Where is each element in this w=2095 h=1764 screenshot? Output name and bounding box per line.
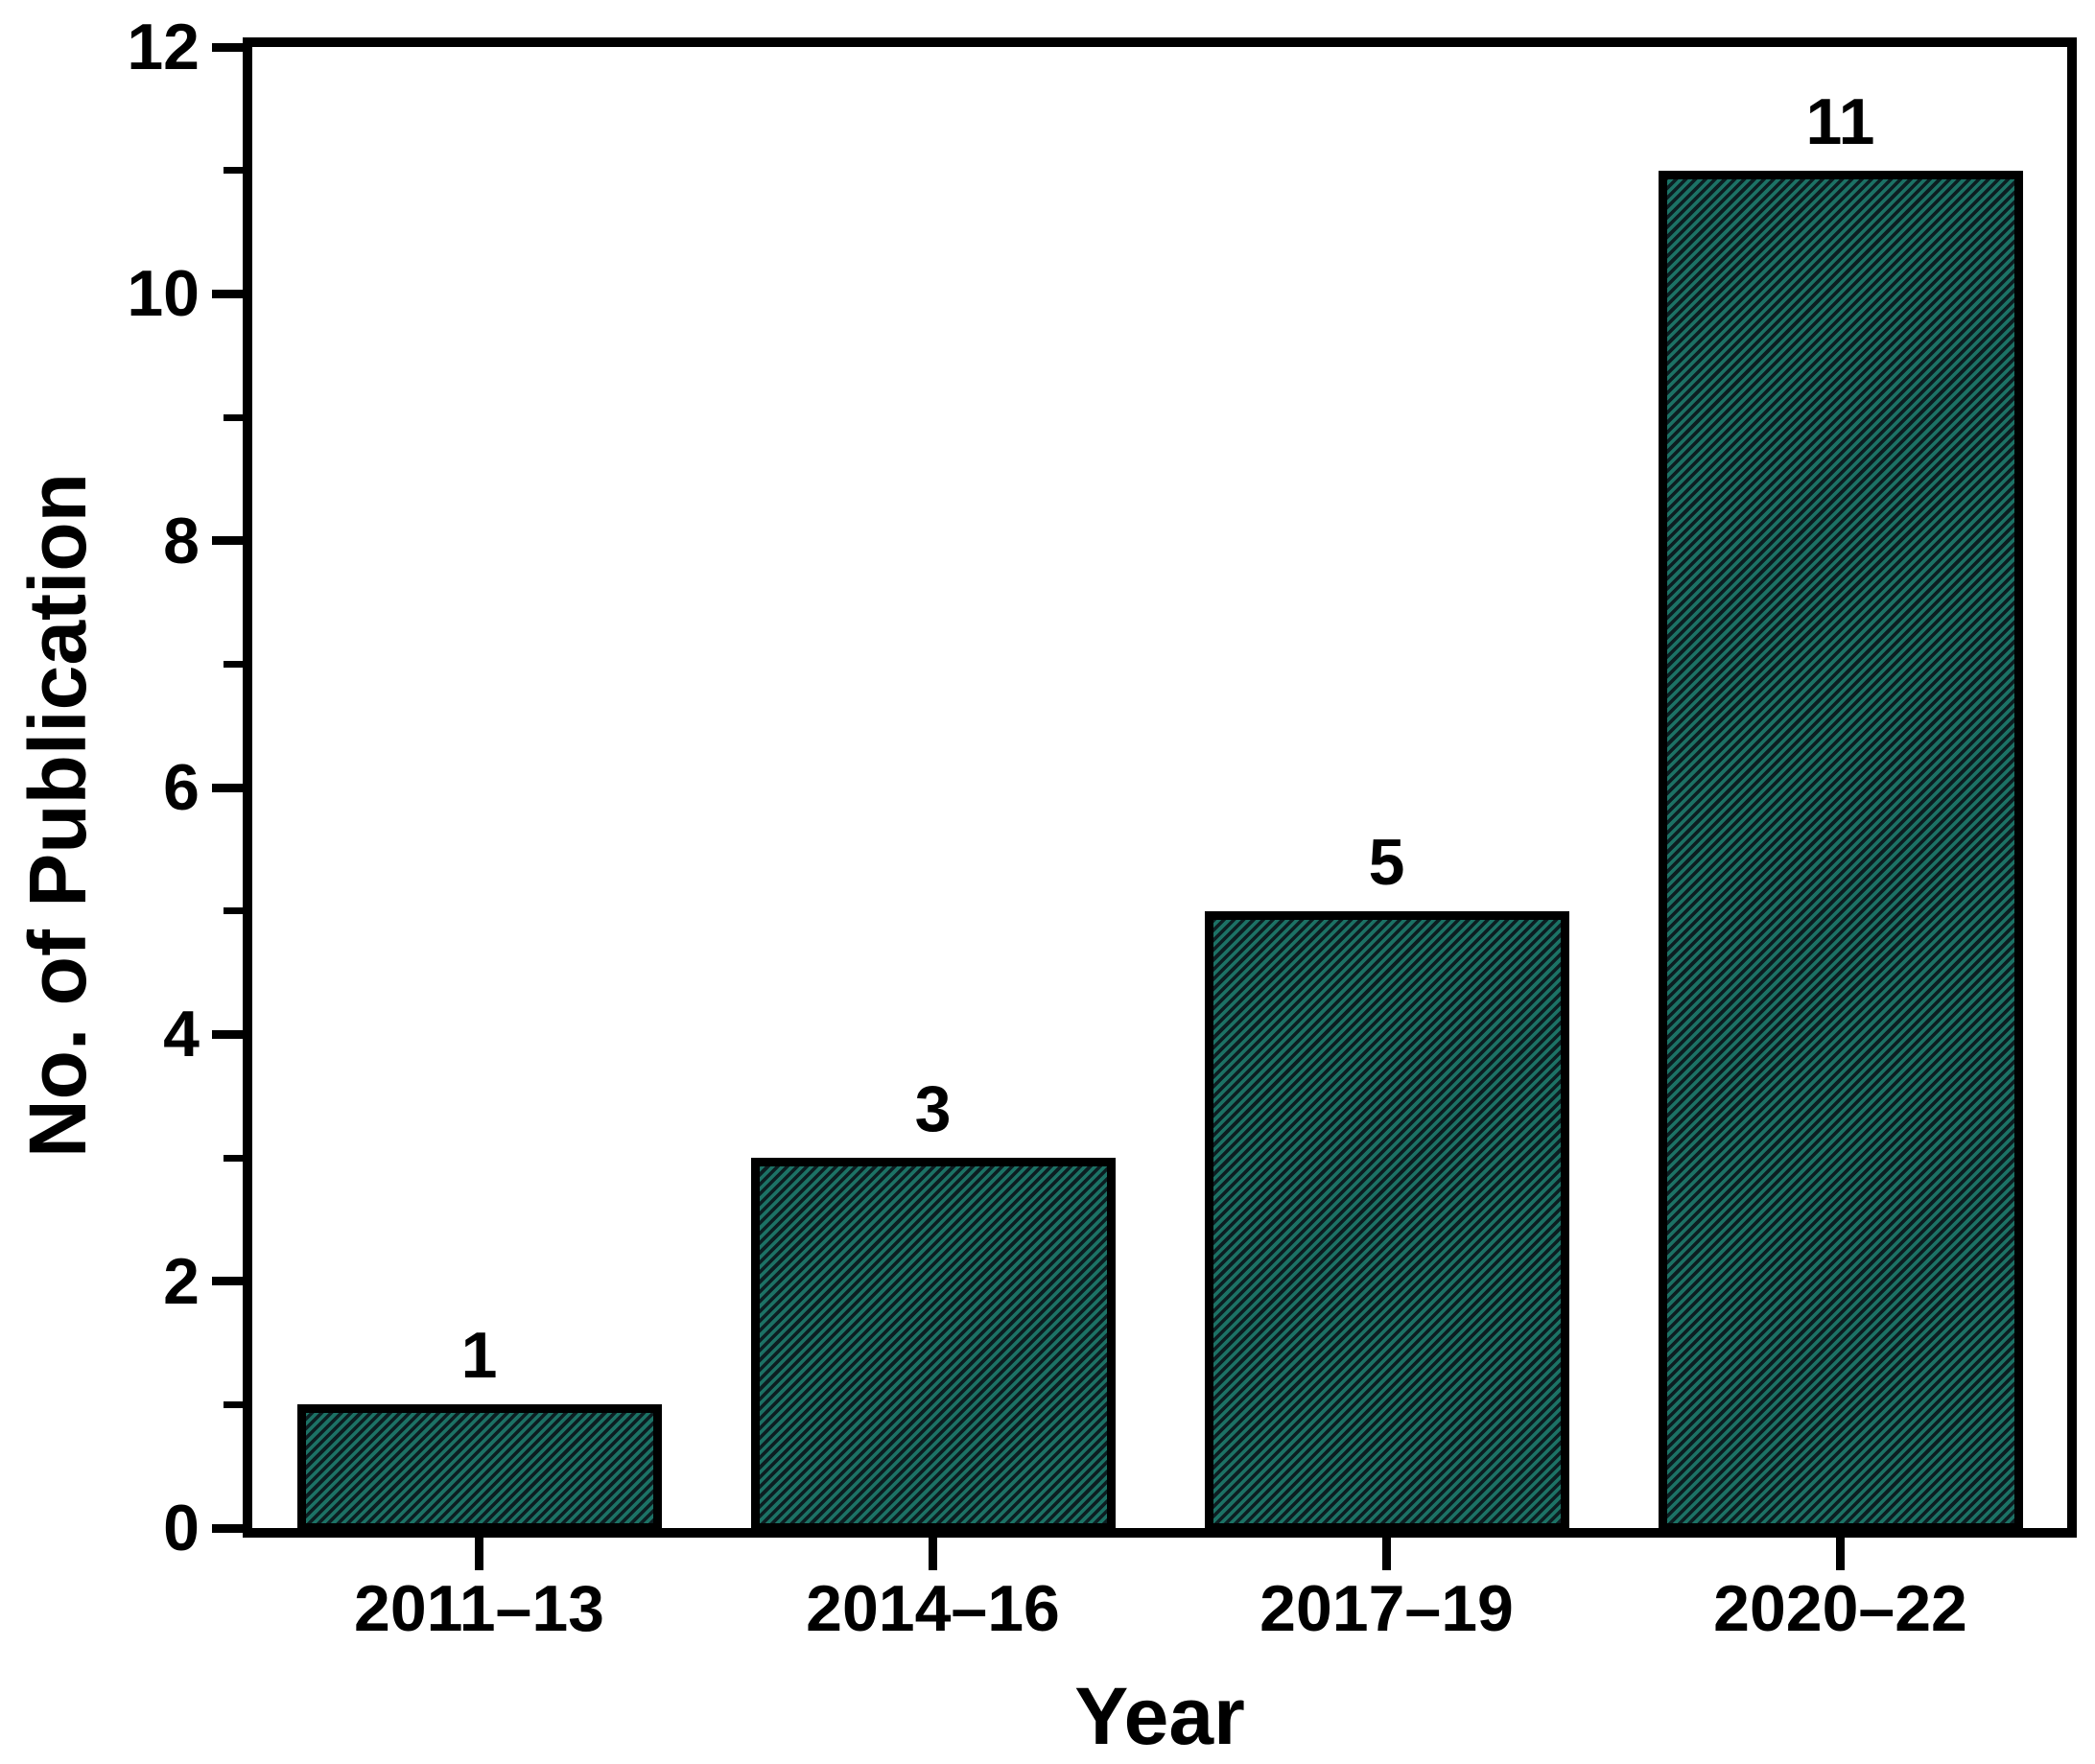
y-axis-major-tick [212, 536, 243, 546]
y-axis-tick-label: 4 [163, 998, 200, 1071]
y-axis-tick-label: 10 [127, 257, 200, 331]
y-axis-minor-tick [224, 167, 243, 175]
y-axis-major-tick [212, 1523, 243, 1533]
bar-2011–13 [296, 1404, 662, 1532]
x-axis-tick [929, 1538, 937, 1570]
y-axis-tick-label: 12 [127, 11, 200, 83]
y-axis-title: No. of Publication [12, 473, 103, 1158]
y-axis-major-tick [212, 289, 243, 298]
bar-2020–22 [1658, 170, 2023, 1532]
x-axis-tick [475, 1538, 483, 1570]
y-axis-minor-tick [224, 1400, 243, 1408]
x-axis-tick-label: 2020–22 [1713, 1572, 1967, 1645]
y-axis-tick-label: 6 [163, 751, 200, 824]
x-axis-title: Year [1074, 1671, 1245, 1761]
y-axis-major-tick [212, 1277, 243, 1286]
y-axis-tick-label: 0 [163, 1492, 200, 1564]
y-axis-minor-tick [224, 1154, 243, 1162]
y-axis-tick-label: 2 [163, 1244, 200, 1318]
y-axis-minor-tick [224, 413, 243, 421]
x-axis-tick-label: 2011–13 [354, 1572, 604, 1645]
x-axis-tick [1382, 1538, 1391, 1570]
x-axis-tick-label: 2014–16 [806, 1572, 1060, 1645]
bar-value-label: 5 [1368, 825, 1405, 899]
bar-value-label: 1 [460, 1319, 498, 1393]
x-axis-tick [1836, 1538, 1845, 1570]
bar-value-label: 11 [1805, 84, 1875, 158]
y-axis-major-tick [212, 42, 243, 52]
y-axis-minor-tick [224, 660, 243, 668]
x-axis-tick-label: 2017–19 [1259, 1572, 1514, 1645]
bar-2014–16 [750, 1158, 1116, 1532]
y-axis-major-tick [212, 1029, 243, 1039]
bar-value-label: 3 [914, 1072, 952, 1145]
y-axis-major-tick [212, 783, 243, 792]
y-axis-tick-label: 8 [163, 504, 200, 577]
bar-2017–19 [1204, 910, 1569, 1532]
y-axis-minor-tick [224, 907, 243, 915]
